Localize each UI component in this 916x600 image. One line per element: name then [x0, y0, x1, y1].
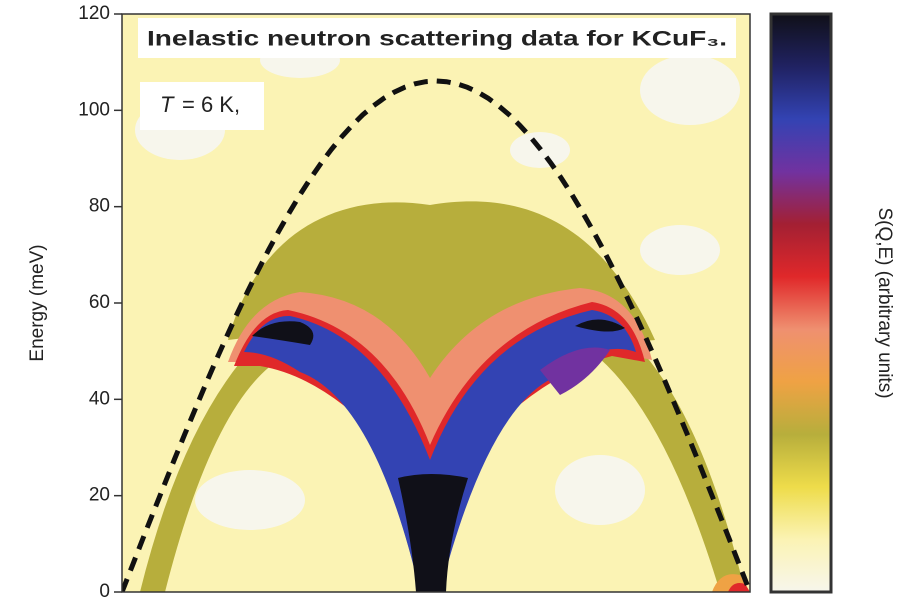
- y-tick-label: 20: [89, 485, 110, 506]
- annotation-symbol: T: [160, 92, 175, 117]
- annotation: = 6 K,: [182, 92, 240, 117]
- y-tick-label: 80: [89, 196, 110, 217]
- region: [195, 470, 305, 530]
- y-tick-label: 0: [99, 581, 110, 600]
- region: [640, 55, 740, 125]
- y-tick-label: 60: [89, 292, 110, 313]
- y-tick-label: 120: [78, 3, 110, 24]
- y-axis-label: Energy (meV): [27, 244, 48, 361]
- region: [640, 225, 720, 275]
- y-tick-label: 100: [78, 99, 110, 120]
- region: [555, 455, 645, 525]
- colorbar-label: S(Q,E) (arbitrary units): [874, 207, 895, 398]
- chart: Inelastic neutron scattering data for KC…: [0, 0, 916, 600]
- colorbar: [771, 14, 831, 592]
- y-tick-label: 40: [89, 388, 110, 409]
- chart-title: Inelastic neutron scattering data for KC…: [147, 28, 727, 51]
